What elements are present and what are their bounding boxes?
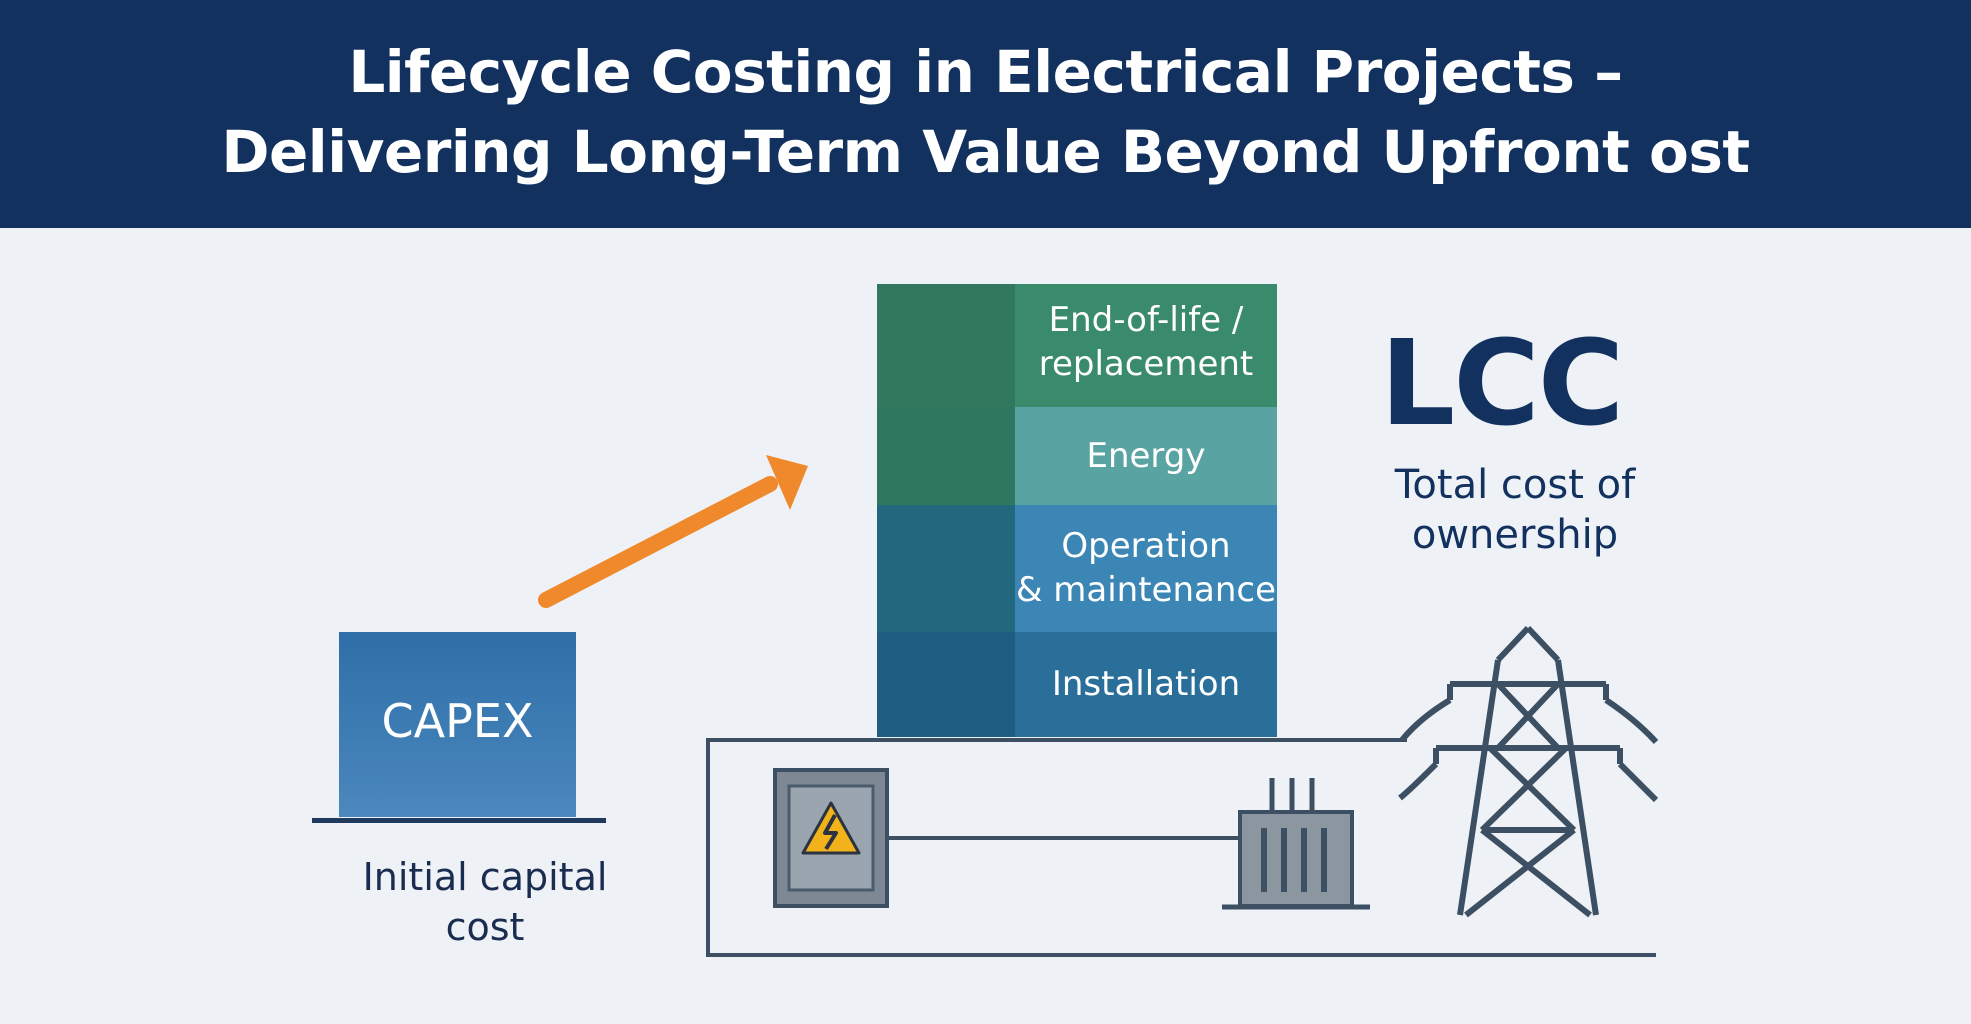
segment-installation: Installation xyxy=(877,632,1277,737)
title-line-2: Delivering Long-Term Value Beyond Upfron… xyxy=(221,118,1750,186)
segment-label-energy: Energy xyxy=(1086,436,1206,476)
segment-operation-maintenance: Operation & maintenance xyxy=(877,505,1277,632)
capex-label: CAPEX xyxy=(381,694,534,748)
title-line-1: Lifecycle Costing in Electrical Projects… xyxy=(348,38,1623,106)
capex-baseline xyxy=(312,818,606,823)
segment-label-installation: Installation xyxy=(1051,664,1241,704)
lcc-title: LCC xyxy=(1380,314,1624,452)
capex-box: CAPEX xyxy=(339,632,576,817)
capex-caption: Initial capital cost xyxy=(362,855,608,949)
transmission-tower-icon xyxy=(1398,625,1659,918)
lcc-stack: End-of-life / replacement Energy Operati… xyxy=(877,284,1277,737)
ground-frame xyxy=(706,738,1656,957)
segment-energy: Energy xyxy=(877,407,1277,505)
segment-label-operation-maintenance: Operation & maintenance xyxy=(1015,526,1277,610)
title-banner: Lifecycle Costing in Electrical Projects… xyxy=(0,0,1971,228)
transformer-icon xyxy=(1222,778,1370,910)
electrical-panel-warning-icon xyxy=(773,768,889,908)
segment-end-of-life: End-of-life / replacement xyxy=(877,284,1277,407)
segment-label-end-of-life: End-of-life / replacement xyxy=(1038,300,1254,384)
lcc-subtitle: Total cost of ownership xyxy=(1394,462,1636,558)
